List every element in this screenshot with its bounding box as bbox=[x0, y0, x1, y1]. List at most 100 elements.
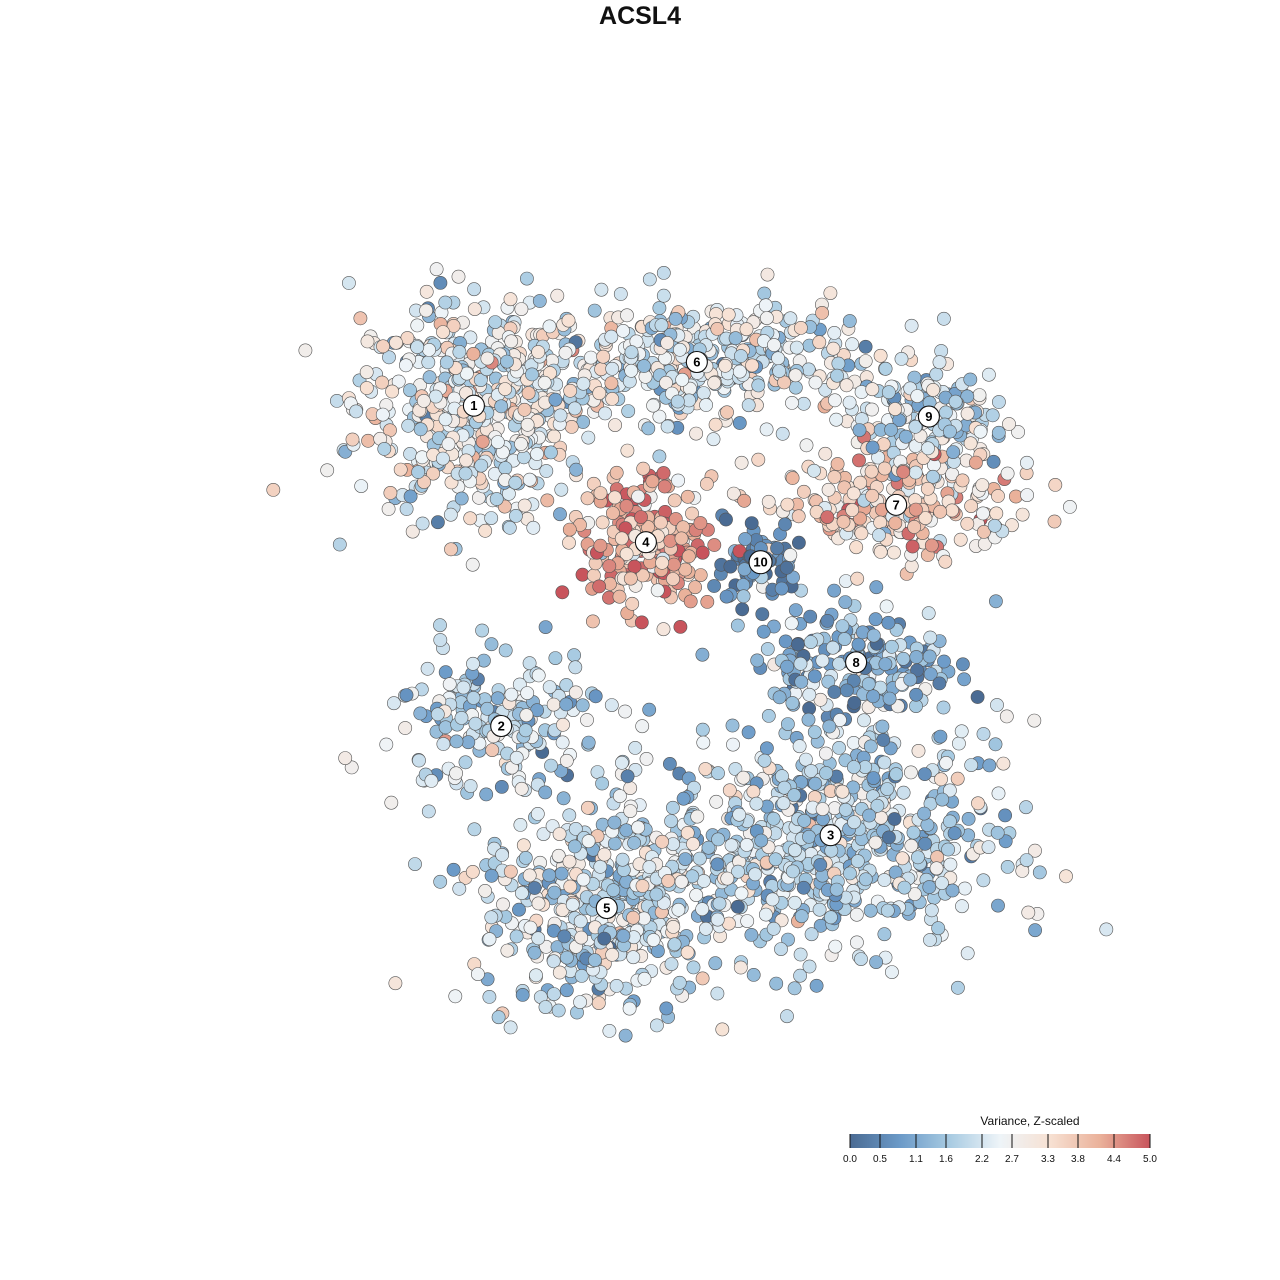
data-point bbox=[602, 1024, 617, 1038]
data-point bbox=[827, 685, 842, 699]
data-point bbox=[531, 931, 546, 946]
data-point bbox=[904, 318, 919, 333]
data-point bbox=[721, 307, 736, 322]
data-point bbox=[484, 910, 499, 925]
data-point bbox=[382, 350, 396, 365]
data-point bbox=[550, 288, 565, 303]
data-point bbox=[854, 952, 868, 966]
data-point bbox=[675, 372, 690, 387]
data-point bbox=[921, 441, 935, 456]
data-point bbox=[780, 497, 795, 512]
data-point bbox=[465, 865, 480, 879]
data-point bbox=[653, 515, 668, 530]
data-point bbox=[757, 753, 772, 768]
data-point bbox=[719, 589, 734, 604]
data-point bbox=[597, 847, 612, 862]
data-point bbox=[1015, 507, 1030, 522]
data-point bbox=[749, 796, 764, 811]
data-point bbox=[696, 735, 711, 750]
data-point bbox=[661, 874, 676, 888]
data-point bbox=[580, 491, 595, 506]
data-point bbox=[939, 405, 953, 420]
data-point bbox=[850, 854, 865, 869]
data-point bbox=[696, 386, 711, 400]
data-point bbox=[744, 516, 759, 530]
data-point bbox=[1028, 843, 1042, 858]
data-point bbox=[788, 368, 803, 383]
data-point bbox=[839, 378, 854, 393]
data-point bbox=[878, 361, 893, 376]
data-point bbox=[990, 698, 1004, 712]
data-point bbox=[482, 990, 497, 1004]
data-point bbox=[688, 580, 702, 595]
data-point bbox=[827, 325, 842, 340]
data-point bbox=[745, 358, 759, 373]
data-point bbox=[542, 680, 557, 694]
data-point bbox=[739, 322, 754, 337]
data-point bbox=[512, 902, 526, 917]
data-point bbox=[858, 354, 873, 368]
data-point bbox=[416, 393, 431, 408]
data-point bbox=[449, 766, 463, 781]
data-point bbox=[903, 672, 918, 687]
data-point bbox=[503, 864, 518, 879]
data-point bbox=[484, 637, 499, 652]
data-point bbox=[828, 393, 842, 408]
scatter-points bbox=[266, 262, 1114, 1043]
data-point bbox=[609, 465, 624, 480]
data-point bbox=[663, 757, 677, 771]
data-point bbox=[681, 549, 696, 564]
data-point bbox=[452, 881, 467, 896]
data-point bbox=[452, 344, 467, 359]
data-point bbox=[652, 409, 667, 424]
data-point bbox=[785, 471, 800, 485]
data-point bbox=[976, 873, 991, 888]
data-point bbox=[687, 780, 701, 795]
data-point bbox=[849, 907, 864, 922]
data-point bbox=[526, 520, 541, 535]
data-point bbox=[391, 374, 406, 389]
data-point bbox=[794, 675, 809, 689]
data-point bbox=[772, 690, 787, 705]
data-point bbox=[732, 364, 747, 379]
data-point bbox=[613, 287, 628, 301]
data-point bbox=[774, 913, 789, 928]
data-point bbox=[683, 594, 698, 609]
data-point bbox=[693, 516, 708, 530]
data-point bbox=[791, 637, 805, 652]
data-point bbox=[623, 571, 638, 586]
data-point bbox=[791, 509, 806, 524]
data-point bbox=[298, 343, 313, 358]
data-point bbox=[846, 486, 861, 501]
data-point bbox=[863, 903, 878, 918]
data-point bbox=[858, 872, 873, 887]
data-point bbox=[530, 447, 544, 461]
data-point bbox=[667, 557, 681, 572]
data-point bbox=[509, 509, 523, 523]
data-point bbox=[581, 430, 596, 445]
data-point bbox=[560, 950, 574, 965]
data-point bbox=[695, 722, 710, 737]
cluster-label-6: 6 bbox=[685, 350, 708, 374]
data-point bbox=[885, 965, 899, 979]
data-point bbox=[618, 1028, 633, 1043]
data-point bbox=[736, 589, 751, 604]
data-point bbox=[794, 909, 809, 924]
data-point bbox=[562, 535, 576, 550]
data-point bbox=[946, 445, 961, 459]
data-point bbox=[751, 378, 766, 393]
data-point bbox=[802, 959, 817, 974]
data-point bbox=[877, 755, 892, 770]
data-point bbox=[604, 329, 619, 344]
data-point bbox=[720, 405, 734, 420]
data-point bbox=[730, 618, 745, 633]
data-point bbox=[960, 946, 975, 961]
data-point bbox=[909, 650, 924, 664]
data-point bbox=[405, 524, 420, 539]
data-point bbox=[592, 386, 607, 401]
data-point bbox=[412, 753, 426, 768]
data-point bbox=[741, 725, 756, 740]
data-point bbox=[982, 367, 996, 382]
data-point bbox=[836, 514, 851, 529]
legend-tick-label: 2.2 bbox=[975, 1154, 989, 1165]
